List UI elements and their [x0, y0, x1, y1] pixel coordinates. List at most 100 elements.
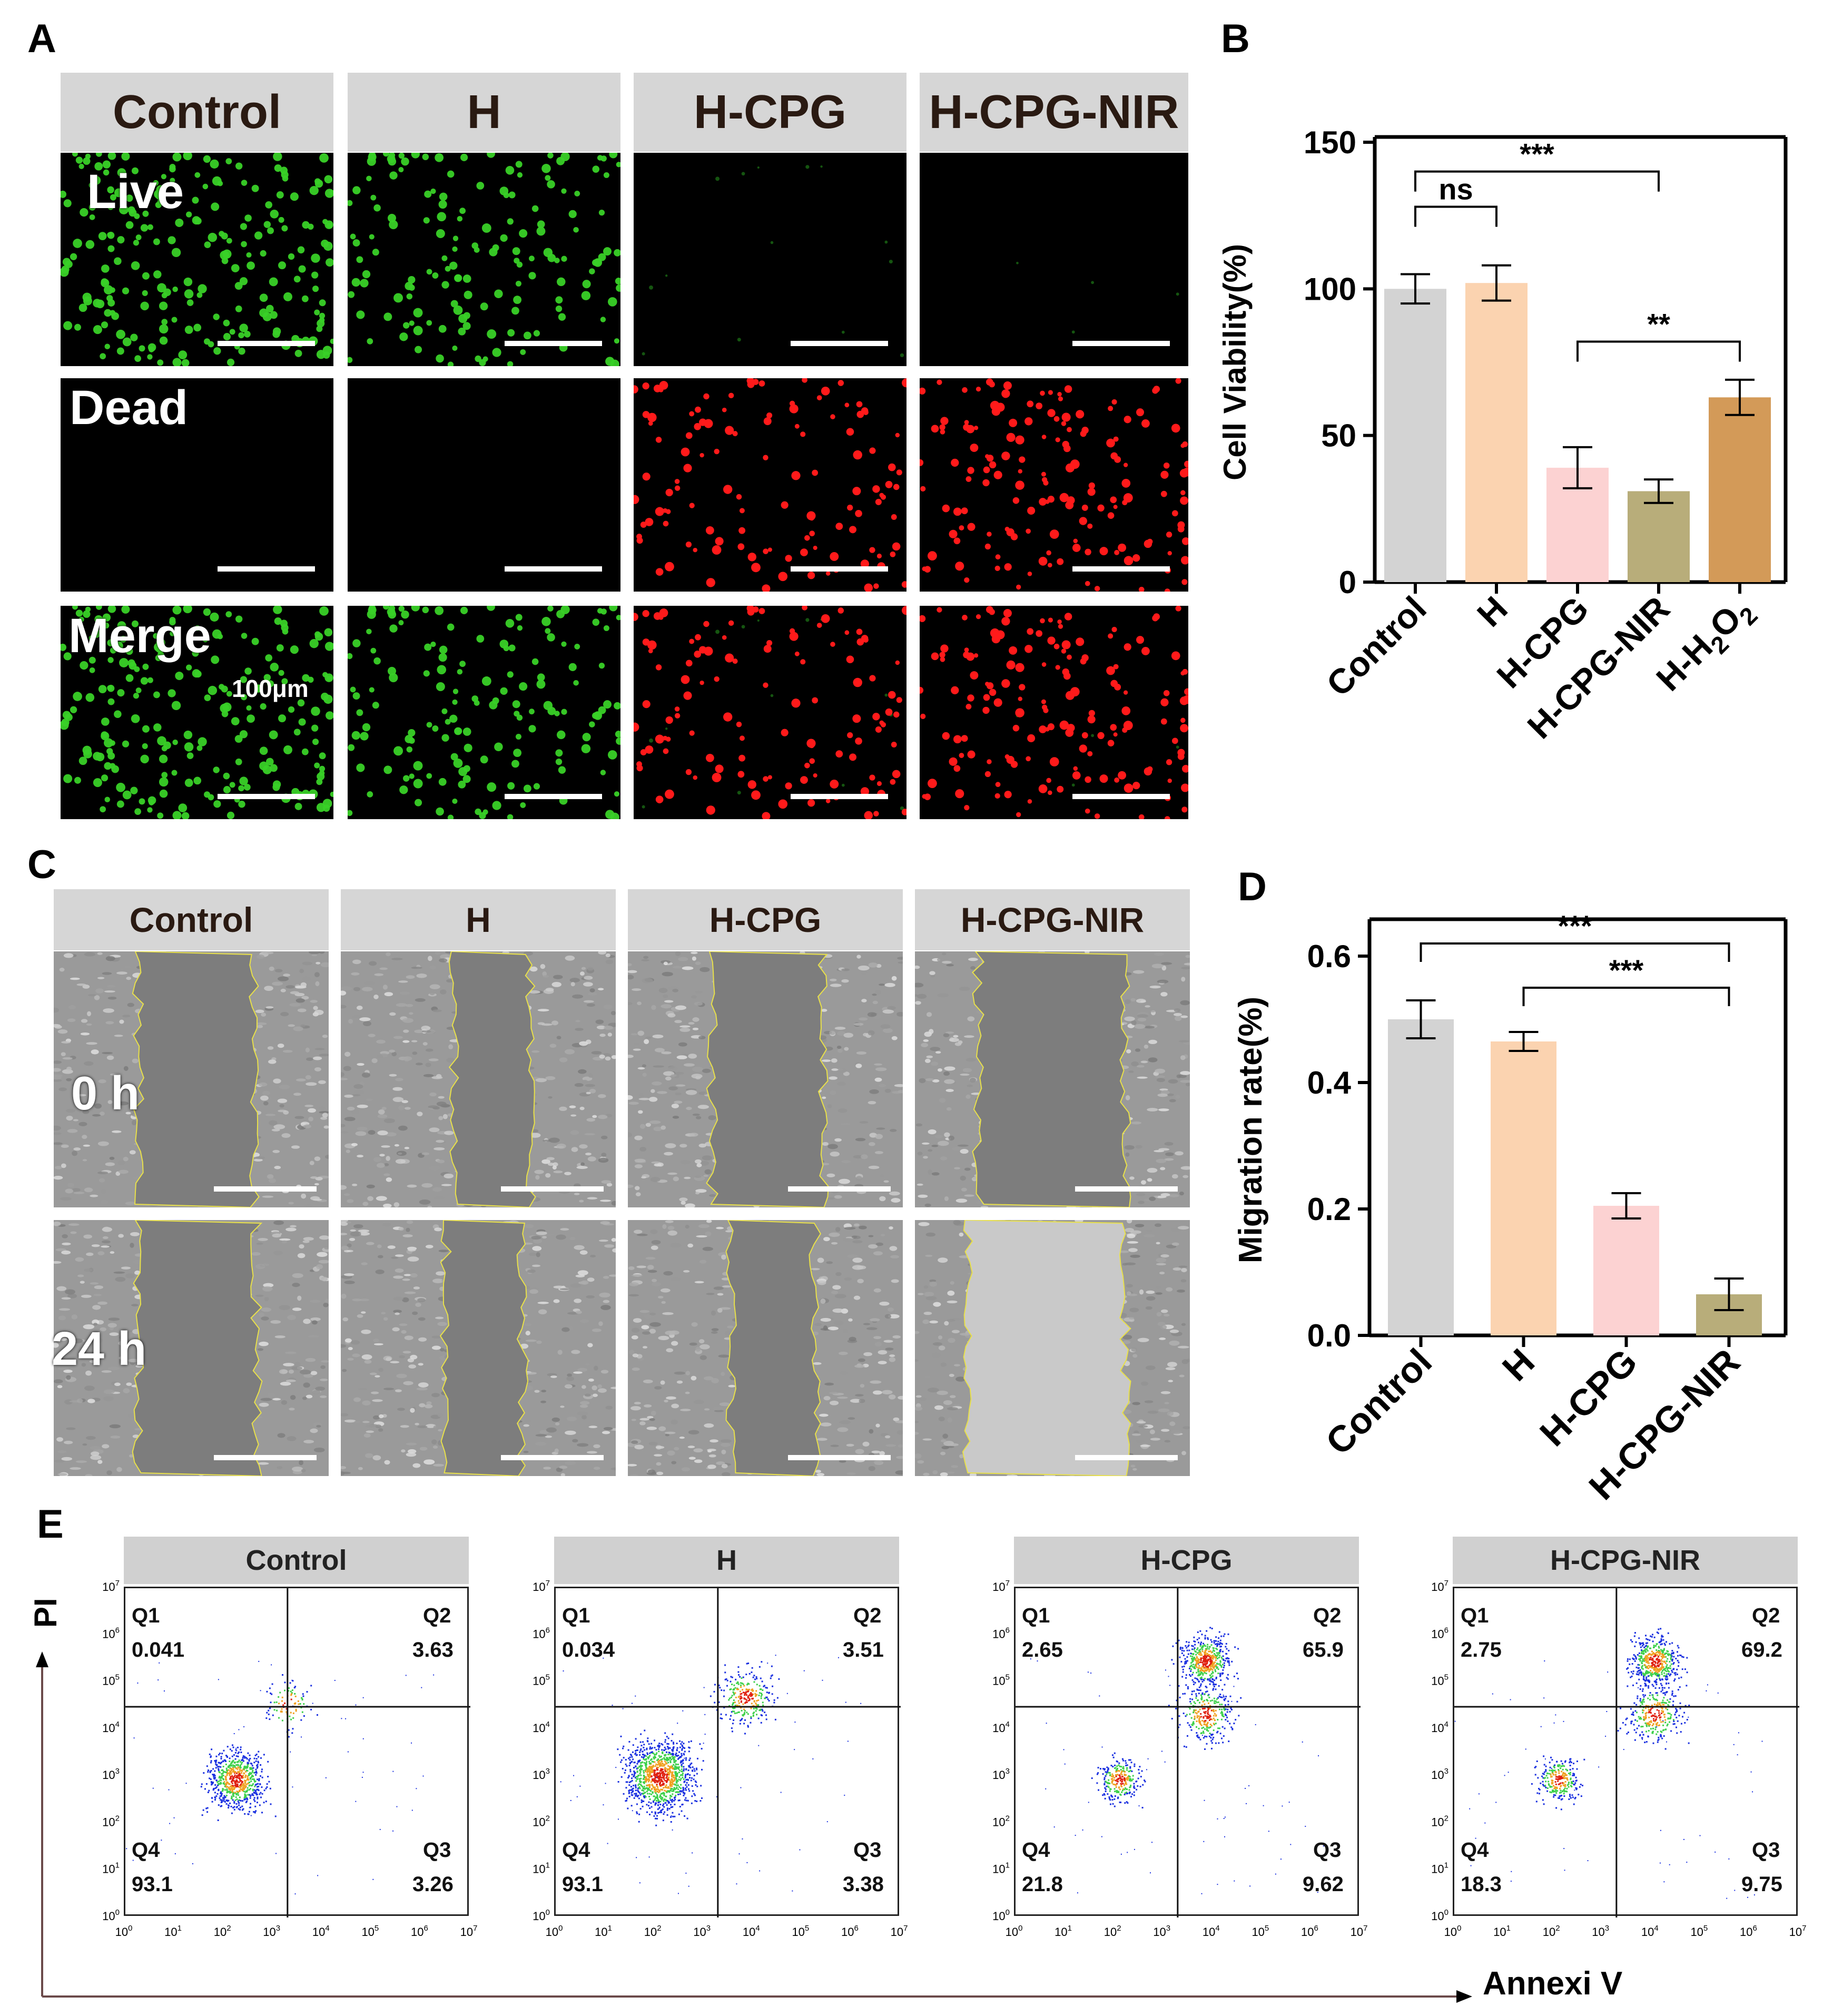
quadrant-value: 2.75 [1461, 1638, 1502, 1661]
y-tick-label: 0.6 [1307, 939, 1351, 974]
x-tick-label: 102 [1543, 1924, 1560, 1939]
quadrant-value: 18.3 [1461, 1873, 1502, 1896]
scale-bar [505, 341, 602, 346]
micrograph-dead-h-cpg-nir [920, 378, 1188, 592]
quadrant-name: Q4 [562, 1838, 590, 1862]
quadrant-value: 21.8 [1022, 1873, 1063, 1896]
y-tick-label: 100 [992, 1908, 1010, 1923]
panel-c-header-h: H [341, 889, 616, 950]
scale-bar [791, 341, 888, 346]
x-tick-label: 103 [1153, 1924, 1170, 1939]
scale-bar [791, 566, 888, 572]
x-tick-label: 104 [1641, 1924, 1659, 1939]
quadrant-value: 3.63 [412, 1638, 454, 1661]
y-tick-label: 100 [533, 1908, 550, 1923]
significance-label: *** [1609, 953, 1644, 987]
x-tick-label: 100 [546, 1924, 563, 1939]
quadrant-name: Q3 [853, 1838, 882, 1862]
panel-a-header-h: H [348, 73, 620, 152]
y-tick-label: 106 [533, 1626, 550, 1640]
scale-bar [501, 1186, 604, 1192]
flow-plot-title-1: H [554, 1537, 899, 1584]
time-label-24h: 24 h [52, 1323, 147, 1375]
panel-a-header-h-cpg-nir: H-CPG-NIR [920, 73, 1188, 152]
panel-a-header-h-cpg: H-CPG [634, 73, 906, 152]
y-tick-label: 101 [533, 1861, 550, 1876]
y-tick-label: 103 [102, 1767, 120, 1782]
scratch-image-0h-h-cpg-nir [915, 951, 1190, 1207]
y-tick-label: 105 [102, 1673, 120, 1688]
y-tick-label: 107 [102, 1579, 120, 1594]
flow-plot-0: Q1 0.041 Q2 3.63 Q4 93.1 Q3 3.26 [124, 1587, 470, 1917]
flow-y-arrowhead [36, 1651, 48, 1667]
y-tick-label: 103 [1431, 1767, 1448, 1782]
x-tick-label: 104 [312, 1924, 330, 1939]
x-tick-label: 102 [644, 1924, 662, 1939]
y-tick-label: 102 [1431, 1814, 1448, 1828]
x-tick-label: 105 [1252, 1924, 1269, 1939]
quadrant-value: 93.1 [562, 1873, 603, 1896]
y-tick-label: 0.0 [1307, 1318, 1351, 1353]
y-tick-label: 103 [533, 1767, 550, 1782]
panel-label-d: D [1238, 864, 1267, 909]
x-tick-label: 101 [164, 1924, 182, 1939]
x-tick-label: 101 [1055, 1924, 1072, 1939]
quadrant-name: Q2 [423, 1604, 451, 1627]
panel-label-e: E [37, 1502, 64, 1547]
significance-bracket-1: *** [1522, 953, 1730, 1006]
quadrant-value: 3.51 [843, 1638, 884, 1661]
quadrant-name: Q1 [132, 1604, 160, 1627]
y-tick-label: 106 [1431, 1626, 1448, 1640]
scratch-image-24h-h [341, 1220, 616, 1476]
scale-bar [505, 566, 602, 572]
scratch-image-0h-h [341, 951, 616, 1207]
scale-bar [1075, 1186, 1178, 1192]
scale-bar-label: 100μm [232, 675, 309, 702]
x-tick-label: 103 [693, 1924, 711, 1939]
y-tick-label: 100 [1431, 1908, 1448, 1923]
quadrant-name: Q2 [853, 1604, 882, 1627]
micrograph-live-h-cpg [634, 153, 906, 366]
quadrant-name: Q4 [1022, 1838, 1050, 1862]
scale-bar [218, 566, 315, 572]
micrograph-merge-control [61, 606, 333, 819]
y-tick-label: 101 [1431, 1861, 1448, 1876]
micrograph-dead-h [348, 378, 620, 592]
y-tick-label: 105 [992, 1673, 1010, 1688]
flow-plot-2: Q1 2.65 Q2 65.9 Q4 21.8 Q3 9.62 [1014, 1587, 1361, 1917]
flow-plot-title-3: H-CPG-NIR [1453, 1537, 1798, 1584]
x-tick-label: 105 [361, 1924, 379, 1939]
y-tick-label: 107 [1431, 1579, 1448, 1594]
significance-bracket-1: *** [1414, 137, 1660, 192]
y-axis-title: Migration rate(%) [1233, 997, 1269, 1263]
flow-plot-3: Q1 2.75 Q2 69.2 Q4 18.3 Q3 9.75 [1453, 1587, 1799, 1917]
panel-label-a: A [27, 16, 56, 61]
quadrant-name: Q2 [1752, 1604, 1780, 1627]
quadrant-name: Q3 [1313, 1838, 1342, 1862]
x-tick-label: 104 [1203, 1924, 1220, 1939]
quadrant-name: Q3 [423, 1838, 451, 1862]
x-tick-label: 103 [1592, 1924, 1609, 1939]
scale-bar [214, 1186, 317, 1192]
x-tick-label: 104 [743, 1924, 760, 1939]
y-tick-label: 105 [1431, 1673, 1448, 1688]
x-tick-label: 107 [891, 1924, 908, 1939]
y-tick-label: 0.2 [1307, 1192, 1351, 1227]
x-tick-label: 102 [214, 1924, 231, 1939]
flow-plot-title-2: H-CPG [1014, 1537, 1359, 1584]
scratch-image-0h-h-cpg [628, 951, 903, 1207]
micrograph-merge-h-cpg-nir [920, 606, 1188, 819]
scale-bar [788, 1455, 891, 1460]
scratch-image-0h-control [54, 951, 329, 1207]
row-label-live: Live [87, 165, 184, 219]
x-tick-label: 106 [841, 1924, 859, 1939]
significance-bracket-0: *** [1420, 909, 1730, 962]
flow-x-arrowhead [1456, 1990, 1472, 2003]
y-tick-label: 102 [533, 1814, 550, 1828]
quadrant-value: 0.041 [132, 1638, 185, 1661]
quadrant-value: 9.75 [1741, 1873, 1782, 1896]
flow-plot-title-0: Control [124, 1537, 469, 1584]
quadrant-value: 93.1 [132, 1873, 173, 1896]
